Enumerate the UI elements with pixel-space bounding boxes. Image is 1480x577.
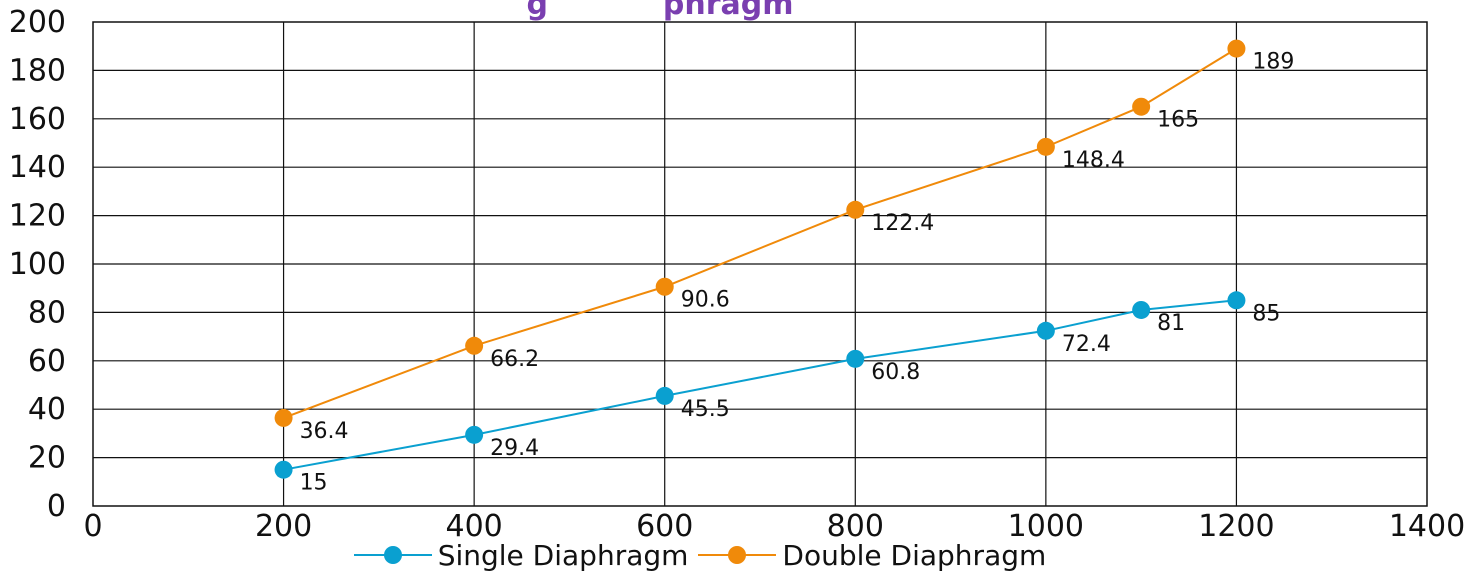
data-point-double-diaphragm <box>1227 39 1246 58</box>
x-axis-ticks: 0 200 400 600 800 1000 1200 1400 <box>83 509 1465 540</box>
y-tick-label: 20 <box>28 441 66 476</box>
y-tick-label: 60 <box>28 344 66 379</box>
data-label-single-diaphragm: 60.8 <box>871 360 920 385</box>
data-label-single-diaphragm: 29.4 <box>490 436 539 461</box>
data-point-single-diaphragm <box>465 425 484 444</box>
y-tick-label: 160 <box>9 102 66 137</box>
legend-item-double-diaphragm: Double Diaphragm <box>698 539 1046 572</box>
x-tick-label: 0 <box>83 509 102 540</box>
x-tick-label: 400 <box>446 509 503 540</box>
x-tick-label: 1000 <box>1008 509 1084 540</box>
data-point-double-diaphragm <box>655 277 674 296</box>
x-tick-label: 200 <box>255 509 312 540</box>
data-point-double-diaphragm <box>465 336 484 355</box>
data-point-single-diaphragm <box>655 386 674 405</box>
data-point-double-diaphragm <box>846 200 865 219</box>
series-line-double-diaphragm <box>283 47 1237 419</box>
legend-label-double-diaphragm: Double Diaphragm <box>782 538 1047 572</box>
data-label-double-diaphragm: 90.6 <box>681 288 730 313</box>
data-label-single-diaphragm: 85 <box>1252 301 1280 326</box>
x-tick-label: 1200 <box>1198 509 1274 540</box>
y-tick-label: 180 <box>9 53 66 88</box>
data-label-single-diaphragm: 15 <box>300 471 328 496</box>
y-axis-ticks: 0 20 40 60 80 100 120 140 160 180 200 <box>9 5 66 524</box>
y-tick-label: 140 <box>9 150 66 185</box>
series-group: 15 29.4 45.5 60.8 72.4 81 85 36.4 66.2 90.6 122.4 1… <box>274 39 1294 496</box>
data-point-single-diaphragm <box>274 460 293 479</box>
legend-item-single-diaphragm: Single Diaphragm <box>353 538 689 572</box>
x-tick-label: 800 <box>827 509 884 540</box>
legend-swatch-single-diaphragm <box>353 545 432 565</box>
y-tick-label: 120 <box>9 199 66 234</box>
data-label-double-diaphragm: 148.4 <box>1062 148 1125 173</box>
data-point-single-diaphragm <box>1132 300 1151 319</box>
legend-swatch-double-diaphragm <box>698 545 777 565</box>
y-tick-label: 0 <box>47 489 66 524</box>
data-point-single-diaphragm <box>1227 291 1246 310</box>
line-chart: g phragm 0 200 400 600 800 1000 1200 1400 0 20 40… <box>9 0 1465 540</box>
series-line-single-diaphragm <box>283 299 1237 471</box>
data-label-single-diaphragm: 45.5 <box>681 397 730 422</box>
data-point-double-diaphragm <box>274 408 293 427</box>
data-point-single-diaphragm <box>1036 321 1055 340</box>
x-tick-label: 1400 <box>1389 509 1465 540</box>
x-tick-label: 600 <box>636 509 693 540</box>
data-label-double-diaphragm: 36.4 <box>300 419 349 444</box>
y-tick-label: 40 <box>28 392 66 427</box>
data-label-single-diaphragm: 72.4 <box>1062 332 1111 357</box>
chart-title: g phragm <box>527 0 794 22</box>
grid <box>92 21 1428 507</box>
data-point-double-diaphragm <box>1132 97 1151 116</box>
legend: Single Diaphragm Double Diaphragm <box>0 535 1400 575</box>
data-label-double-diaphragm: 189 <box>1252 50 1294 75</box>
data-label-double-diaphragm: 66.2 <box>490 347 539 372</box>
data-point-single-diaphragm <box>846 349 865 368</box>
y-tick-label: 100 <box>9 247 66 282</box>
data-point-double-diaphragm <box>1036 137 1055 156</box>
legend-label-single-diaphragm: Single Diaphragm <box>437 538 689 572</box>
data-label-single-diaphragm: 81 <box>1157 311 1185 336</box>
y-tick-label: 80 <box>28 295 66 330</box>
data-label-double-diaphragm: 122.4 <box>871 211 934 236</box>
data-label-double-diaphragm: 165 <box>1157 108 1199 133</box>
y-tick-label: 200 <box>9 5 66 40</box>
